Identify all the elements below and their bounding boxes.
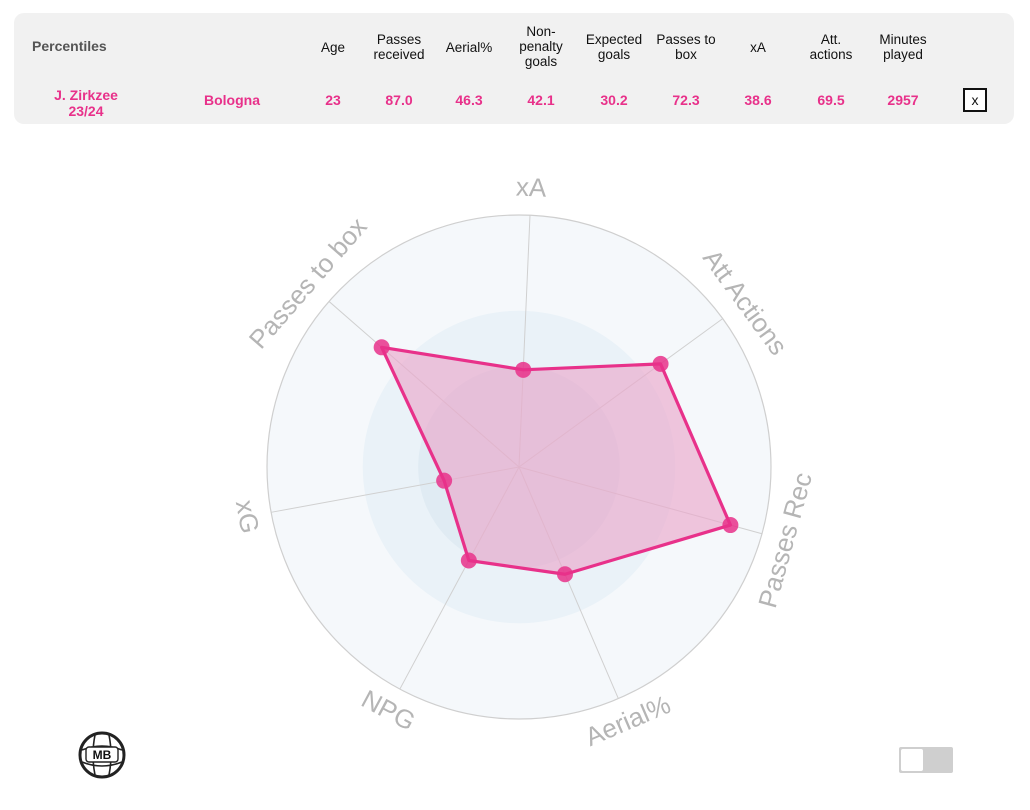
radar-point-3 bbox=[556, 566, 573, 583]
toggle-knob bbox=[901, 749, 923, 771]
value-passes-to-box: 72.3 bbox=[672, 92, 700, 108]
value-att-actions: 69.5 bbox=[817, 92, 845, 108]
header-passes-to-box: Passes to box bbox=[656, 32, 716, 62]
radar-axis-label-0: xA bbox=[515, 171, 547, 202]
close-button[interactable]: x bbox=[963, 88, 987, 112]
player-name-cell: J. Zirkzee 23/24 bbox=[36, 87, 136, 119]
radar-series-polygon bbox=[380, 345, 733, 576]
header-age: Age bbox=[320, 40, 346, 55]
radar-point-2 bbox=[722, 517, 739, 534]
value-non-penalty-goals: 42.1 bbox=[527, 92, 555, 108]
percentiles-heading: Percentiles bbox=[32, 38, 107, 54]
value-xa: 38.6 bbox=[744, 92, 772, 108]
radar-point-0 bbox=[515, 361, 532, 378]
value-age: 23 bbox=[325, 92, 341, 108]
logo-text: MB bbox=[93, 748, 112, 762]
view-toggle[interactable] bbox=[899, 747, 953, 773]
radar-point-4 bbox=[460, 552, 477, 569]
header-minutes-played: Minutes played bbox=[879, 32, 927, 62]
header-expected-goals: Expected goals bbox=[585, 32, 643, 62]
team-name: Bologna bbox=[204, 92, 260, 108]
value-expected-goals: 30.2 bbox=[600, 92, 628, 108]
value-minutes-played: 2957 bbox=[887, 92, 919, 108]
value-aerial: 46.3 bbox=[455, 92, 483, 108]
radar-point-5 bbox=[436, 472, 453, 489]
header-aerial: Aerial% bbox=[445, 40, 493, 55]
value-passes-received: 87.0 bbox=[385, 92, 413, 108]
radar-point-1 bbox=[652, 355, 669, 372]
header-xa: xA bbox=[750, 40, 766, 55]
percentiles-panel: Percentiles Age Passes received Aerial% … bbox=[14, 13, 1014, 124]
close-button-label: x bbox=[971, 92, 979, 108]
radar-point-6 bbox=[373, 339, 390, 356]
header-non-penalty-goals: Non-penalty goals bbox=[519, 24, 563, 69]
mb-logo-icon: MB bbox=[78, 731, 126, 779]
player-season: 23/24 bbox=[68, 103, 104, 119]
header-passes-received: Passes received bbox=[373, 32, 425, 62]
player-name: J. Zirkzee bbox=[54, 87, 118, 103]
radar-axis-label-5: xG bbox=[230, 498, 266, 536]
header-att-actions: Att. actions bbox=[809, 32, 853, 62]
